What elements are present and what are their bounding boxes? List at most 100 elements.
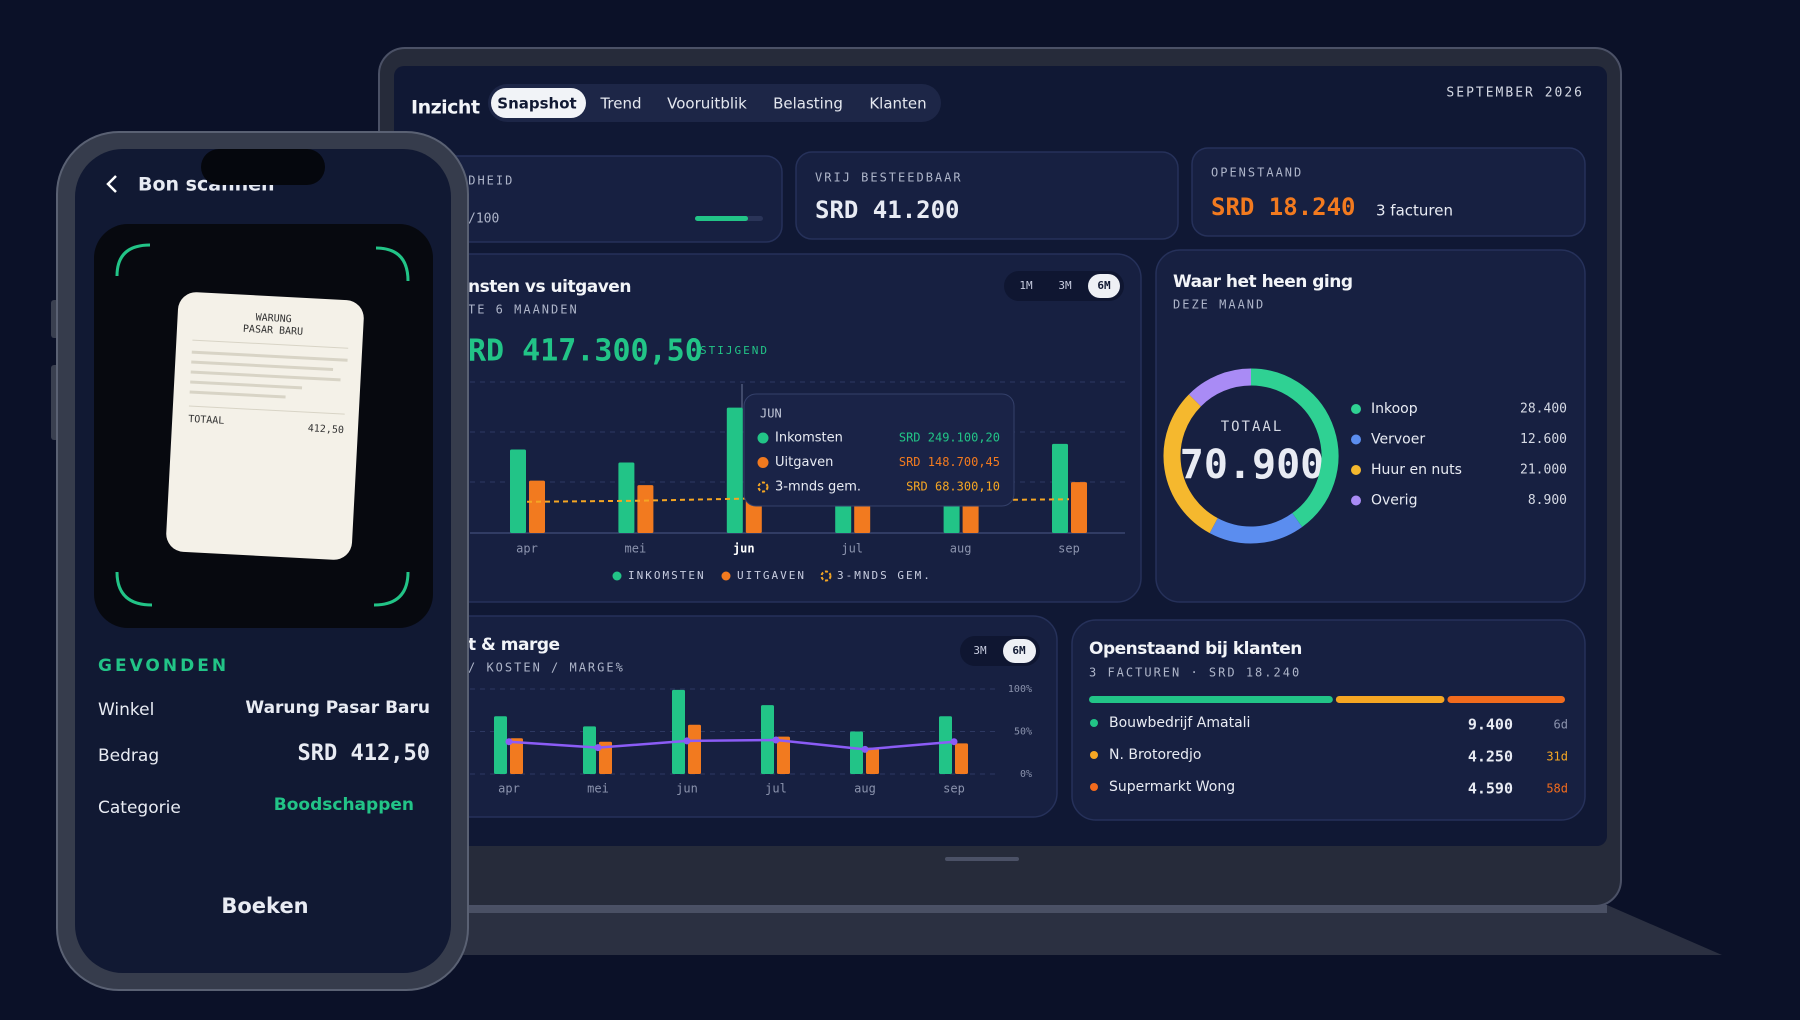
receipt-lines [188,339,349,415]
bar [637,485,654,533]
tab[interactable]: Trend [599,95,641,113]
bar [529,480,545,533]
receipt-text: 412,50 [308,423,345,436]
date: SEPTEMBER 2026 [1446,86,1584,101]
donut-chart: Waar het heen ging DEZE MAAND TOTAAL 70.… [1163,272,1567,544]
legend-label: Huur en nuts [1371,462,1462,478]
legend-value: 28.400 [1520,402,1567,417]
bar [510,738,523,774]
tooltip: JUN Inkomsten SRD 249.100,20 Uitgaven SRD 1… [743,393,1015,507]
x-tick-label: jun [733,542,755,556]
chart-title: Waar het heen ging [1173,272,1353,292]
y2-tick-label: 50% [1014,727,1032,738]
client-name[interactable]: Supermarkt Wong [1109,779,1235,795]
legend-value: 12.600 [1520,432,1567,447]
client-name[interactable]: N. Brotoredjo [1109,747,1201,763]
legend-value: 8.900 [1528,493,1567,508]
legend-icon [820,570,832,582]
phone: Bon scannen WARUNG PASAR BARU TOTAAL 412… [51,131,469,991]
receipt-text: TOTAAL [188,414,225,427]
legend-label: Overig [1371,493,1417,509]
legend-dot [1351,495,1361,506]
tooltip-box [743,393,1015,507]
laptop-hinge [420,905,1607,913]
kpi-note: 3 facturen [1376,202,1453,220]
chart-title: nsten vs uitgaven [468,277,631,297]
field-label: Bedrag [98,746,159,766]
range-option[interactable]: 6M [1012,644,1026,657]
kpis: NDHEID /100 VRIJ BESTEEDBAAR SRD 41.200 … [459,166,1453,227]
legend-label: 3-MNDS GEM. [837,569,932,582]
range-active [1003,639,1036,663]
tab[interactable]: Klanten [869,95,926,113]
legend-label: UITGAVEN [737,569,806,582]
range-option[interactable]: 3M [973,644,987,657]
receipt-text: WARUNG [255,312,292,325]
progress-fill [695,216,749,221]
tooltip-dot [757,432,769,444]
bar [955,743,968,774]
stack-segment [1447,696,1565,703]
row-dot [1090,719,1098,727]
bar [688,724,701,774]
kpi-card [1191,147,1586,237]
chart-subtitle: 3 FACTUREN · SRD 18.240 [1089,666,1301,680]
bar [599,741,612,774]
tab-active-pill [491,88,586,118]
found-label: GEVONDEN [98,656,229,676]
tab[interactable]: Belasting [773,95,843,113]
legend-value: 21.000 [1520,463,1567,478]
client-age: 58d [1546,782,1568,796]
bar [1052,443,1068,533]
x-tick-label: mei [625,542,647,556]
range-option[interactable]: 6M [1097,279,1111,292]
tooltip-value: SRD 68.300,10 [906,480,1000,494]
tooltip-dot [757,481,769,493]
x-tick-label: aug [854,782,876,796]
client-name[interactable]: Bouwbedrijf Amatali [1109,715,1250,731]
point [505,738,513,746]
back-button[interactable] [106,175,117,193]
field-value[interactable]: Boodschappen [274,795,414,815]
headline: RD 417.300,50 [468,334,703,369]
book-button[interactable]: Boeken [221,894,308,918]
tab[interactable]: Snapshot [497,95,576,113]
client-amount: 9.400 [1468,716,1513,734]
receipt-text: PASAR BARU [243,324,304,338]
tooltip-label: Uitgaven [775,455,833,470]
chart-title: Openstaand bij klanten [1089,639,1302,659]
client-age: 31d [1546,750,1568,764]
bar [618,462,635,533]
receipt-line [191,360,334,371]
kpi-label: VRIJ BESTEEDBAAR [815,171,963,185]
range-option[interactable]: 3M [1058,279,1072,292]
field-value: Warung Pasar Baru [245,698,430,718]
tooltip-value: SRD 148.700,45 [899,455,1000,469]
receipt-line [192,339,349,349]
receipt: WARUNG PASAR BARU TOTAAL 412,50 [166,292,364,560]
point [772,736,780,744]
legend-dot [721,571,731,581]
point [861,745,869,753]
legend-label: INKOMSTEN [628,569,706,582]
range-option[interactable]: 1M [1019,279,1033,292]
center-label: TOTAAL [1221,419,1284,435]
receipt-line [188,405,345,415]
laptop-notch [945,857,1019,861]
chart-subtitle: DEZE MAAND [1173,298,1265,312]
scan-corner [373,571,410,607]
donut-segment [1163,394,1218,534]
legend-dot [1351,465,1361,475]
kpi-card [795,151,1179,240]
margin-chart: t & marge / KOSTEN / MARGE% 3M 6M 0% 50% 100… [468,635,1040,796]
legend-dot [1351,434,1361,445]
row-dot [1090,783,1098,791]
x-tick-label: jul [765,782,787,796]
bar [494,716,507,774]
client-amount: 4.590 [1468,780,1513,798]
receipt-line [190,380,303,390]
tab[interactable]: Vooruitblik [667,95,747,113]
field-label: Categorie [98,798,181,818]
x-tick-label: aug [950,542,972,556]
bar [866,747,879,774]
